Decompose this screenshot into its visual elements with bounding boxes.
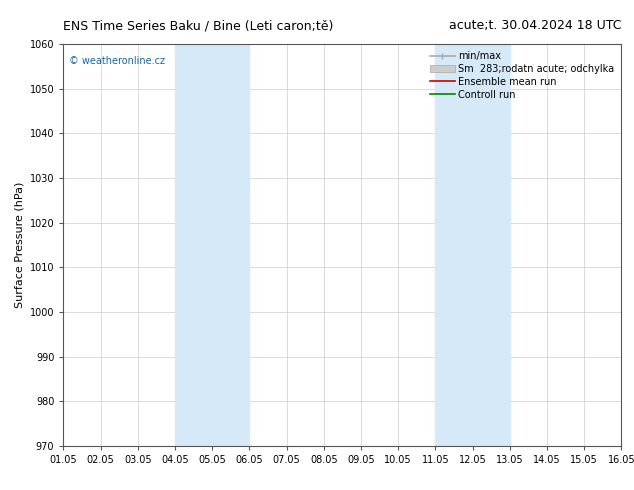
Bar: [436, 44, 510, 446]
Text: © weatheronline.cz: © weatheronline.cz: [69, 56, 165, 66]
Text: acute;t. 30.04.2024 18 UTC: acute;t. 30.04.2024 18 UTC: [449, 19, 621, 32]
Bar: [175, 44, 249, 446]
Text: ENS Time Series Baku / Bine (Leti caron;tě): ENS Time Series Baku / Bine (Leti caron;…: [63, 19, 333, 32]
Y-axis label: Surface Pressure (hPa): Surface Pressure (hPa): [14, 182, 24, 308]
Legend: min/max, Sm  283;rodatn acute; odchylka, Ensemble mean run, Controll run: min/max, Sm 283;rodatn acute; odchylka, …: [426, 47, 618, 103]
